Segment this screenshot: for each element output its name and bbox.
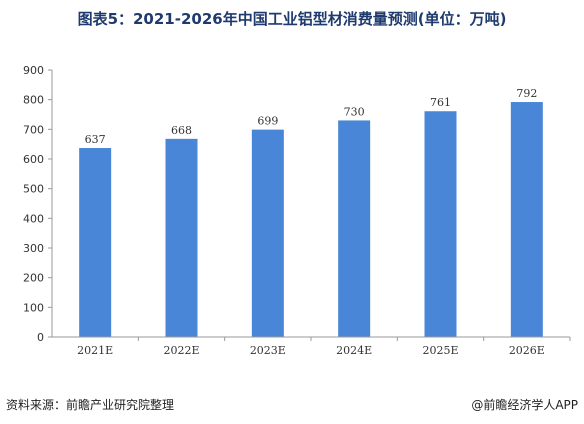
bar (79, 148, 111, 337)
y-tick-label: 300 (23, 242, 44, 255)
bar (166, 139, 198, 337)
y-tick-label: 900 (23, 64, 44, 77)
y-tick-label: 0 (37, 331, 44, 344)
bar (252, 130, 284, 337)
x-tick-label: 2026E (509, 344, 545, 357)
x-tick-label: 2023E (250, 344, 286, 357)
data-label: 730 (344, 105, 365, 118)
bar (338, 120, 370, 337)
data-label: 699 (257, 115, 278, 128)
y-tick-label: 100 (23, 301, 44, 314)
bar (425, 111, 457, 337)
y-tick-label: 800 (23, 94, 44, 107)
bar (511, 102, 543, 337)
y-tick-label: 400 (23, 212, 44, 225)
x-axis: 2021E 2022E 2023E 2024E 2025E 2026E (52, 337, 570, 357)
x-tick-label: 2024E (336, 344, 372, 357)
x-tick-label: 2025E (422, 344, 458, 357)
y-tick-label: 600 (23, 153, 44, 166)
data-label: 761 (430, 96, 451, 109)
y-axis: 0 100 200 300 400 500 600 700 800 900 (23, 64, 52, 344)
watermark-credit: @前瞻经济学人APP (471, 396, 578, 413)
data-label: 792 (516, 87, 537, 100)
y-tick-label: 200 (23, 272, 44, 285)
x-tick-label: 2022E (163, 344, 199, 357)
x-tick-label: 2021E (77, 344, 113, 357)
bars (79, 102, 543, 337)
data-label: 668 (171, 124, 192, 137)
source-note: 资料来源：前瞻产业研究院整理 (6, 396, 174, 413)
y-tick-label: 500 (23, 183, 44, 196)
data-label: 637 (85, 133, 106, 146)
data-labels: 637 668 699 730 761 792 (85, 87, 538, 146)
y-tick-label: 700 (23, 123, 44, 136)
